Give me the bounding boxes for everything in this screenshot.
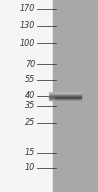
Bar [49,99,54,100]
Bar [54,95,81,96]
Text: 10: 10 [25,164,35,172]
Bar [54,98,81,99]
Text: 35: 35 [25,101,35,110]
Bar [54,99,81,100]
Text: 25: 25 [25,118,35,127]
Bar [54,94,81,95]
Bar [49,93,54,94]
Text: 55: 55 [25,75,35,84]
Text: 170: 170 [20,4,35,13]
Bar [54,93,81,94]
Bar [49,97,54,98]
Bar [53,0,98,192]
Bar [54,96,81,97]
Bar [54,97,81,98]
Bar [49,98,54,99]
Text: 70: 70 [25,60,35,69]
Text: 15: 15 [25,148,35,157]
Bar [49,94,54,95]
Bar [49,96,54,97]
Bar [49,95,54,96]
Text: 100: 100 [20,39,35,48]
Text: 130: 130 [20,22,35,30]
Text: 40: 40 [25,92,35,100]
Bar [0,0,53,192]
